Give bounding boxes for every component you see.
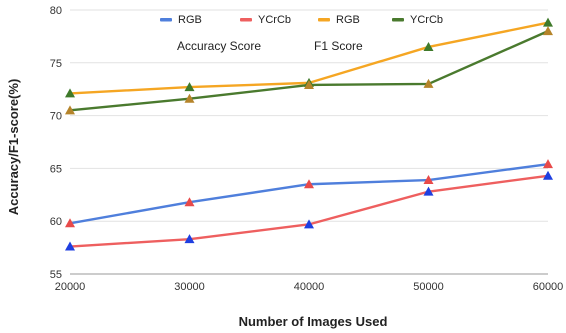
data-point-marker <box>65 105 75 115</box>
series-line-f1-score-ycrcb <box>68 29 550 112</box>
data-point-marker <box>184 197 195 207</box>
data-point-marker <box>543 26 553 36</box>
y-tick-label: 75 <box>50 58 62 70</box>
grid-lines <box>70 9 548 275</box>
data-point-marker <box>423 186 434 196</box>
data-point-marker <box>543 17 553 27</box>
legend-label: RGB <box>178 14 202 26</box>
x-tick-label: 20000 <box>55 281 86 293</box>
data-point-marker <box>304 79 314 89</box>
data-point-marker <box>65 218 75 228</box>
axes: 55 60 65 70 75 80 20000 30000 40000 50000 60000 <box>50 5 564 293</box>
data-point-marker <box>304 179 314 189</box>
x-tick-label: 30000 <box>174 281 205 293</box>
legend-swatch <box>160 18 172 22</box>
data-point-marker <box>543 170 553 180</box>
legend: RGB YCrCb RGB YCrCb Accuracy Score F1 Score <box>160 14 443 53</box>
x-tick-label: 60000 <box>533 281 564 293</box>
y-tick-label: 60 <box>50 216 62 228</box>
data-point-marker <box>304 219 314 229</box>
data-point-marker <box>423 41 434 51</box>
data-point-marker <box>423 175 434 185</box>
legend-label: YCrCb <box>258 14 291 26</box>
data-point-marker <box>184 82 195 92</box>
legend-label: YCrCb <box>410 14 443 26</box>
legend-group-label: F1 Score <box>314 39 363 53</box>
y-tick-label: 80 <box>50 5 62 17</box>
data-point-marker <box>184 93 195 103</box>
legend-swatch <box>318 18 330 22</box>
y-tick-label: 55 <box>50 269 62 281</box>
x-tick-label: 50000 <box>413 281 444 293</box>
series-lines <box>68 21 550 248</box>
x-axis-title: Number of Images Used <box>239 314 388 329</box>
legend-label: RGB <box>336 14 360 26</box>
data-point-marker <box>65 88 75 98</box>
legend-swatch <box>392 18 404 22</box>
y-tick-label: 65 <box>50 163 62 175</box>
series-markers <box>65 17 553 251</box>
data-point-marker <box>543 159 553 169</box>
y-axis-title: Accuracy/F1-score(%) <box>6 79 21 216</box>
data-point-marker <box>423 78 434 88</box>
x-tick-label: 40000 <box>294 281 325 293</box>
data-point-marker <box>65 241 75 251</box>
legend-swatch <box>240 18 252 22</box>
legend-group-label: Accuracy Score <box>177 39 261 53</box>
y-tick-label: 70 <box>50 111 62 123</box>
data-point-marker <box>184 234 195 244</box>
series-line-accuracy-score-rgb <box>68 162 550 225</box>
